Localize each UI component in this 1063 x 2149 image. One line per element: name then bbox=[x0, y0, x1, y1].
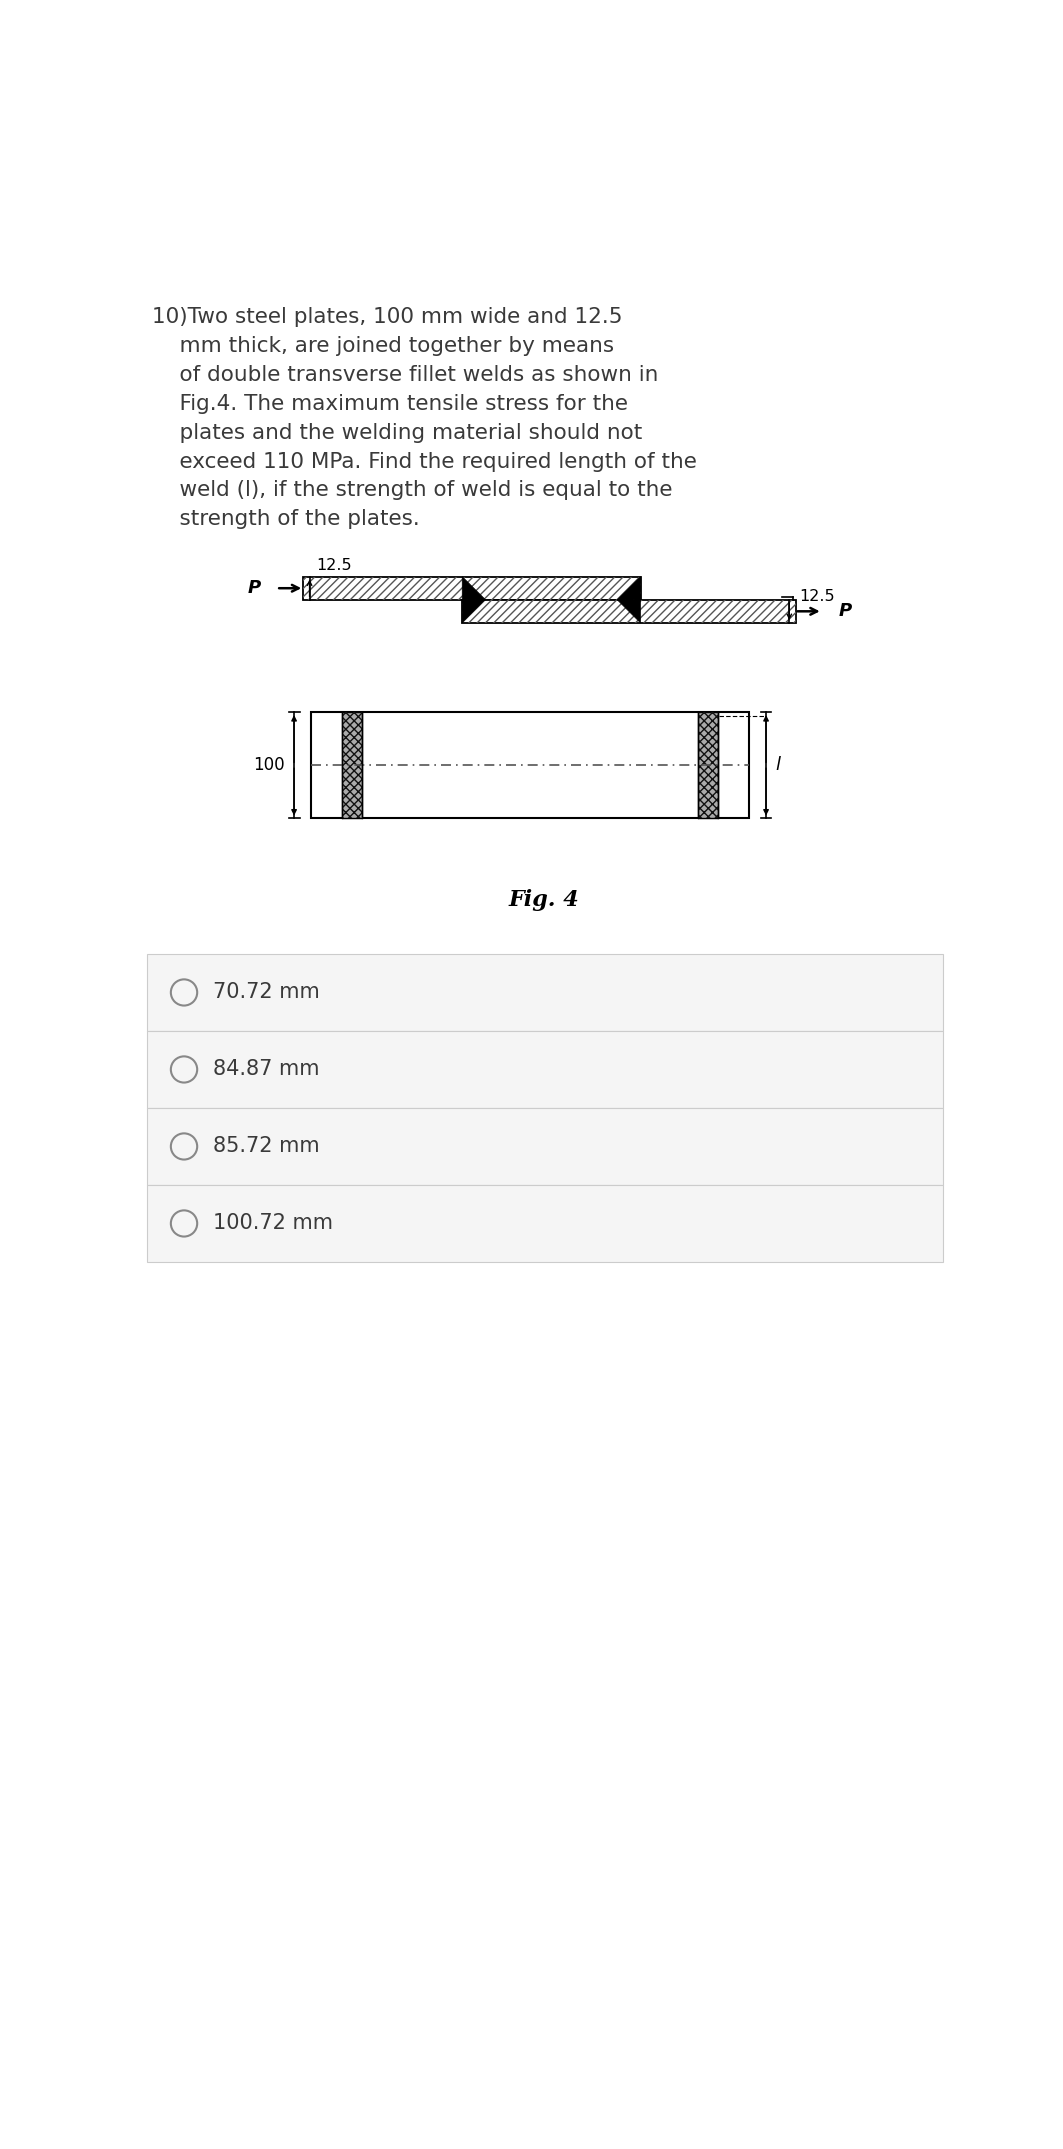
Polygon shape bbox=[462, 600, 486, 623]
Text: mm thick, are joined together by means: mm thick, are joined together by means bbox=[152, 335, 614, 357]
Text: l: l bbox=[775, 756, 780, 774]
Text: P: P bbox=[838, 602, 851, 621]
Text: of double transverse fillet welds as shown in: of double transverse fillet welds as sho… bbox=[152, 365, 659, 385]
Polygon shape bbox=[311, 711, 749, 819]
Text: 100.72 mm: 100.72 mm bbox=[213, 1214, 333, 1234]
Polygon shape bbox=[618, 600, 641, 623]
Polygon shape bbox=[618, 576, 641, 600]
Text: Fig.4. The maximum tensile stress for the: Fig.4. The maximum tensile stress for th… bbox=[152, 393, 628, 415]
Text: P: P bbox=[248, 580, 260, 597]
Text: plates and the welding material should not: plates and the welding material should n… bbox=[152, 423, 642, 443]
Text: Fig. 4: Fig. 4 bbox=[508, 888, 579, 911]
Text: 85.72 mm: 85.72 mm bbox=[213, 1137, 319, 1156]
Polygon shape bbox=[462, 600, 795, 623]
Text: 10)Two steel plates, 100 mm wide and 12.5: 10)Two steel plates, 100 mm wide and 12.… bbox=[152, 307, 623, 327]
Polygon shape bbox=[147, 1032, 943, 1109]
Polygon shape bbox=[697, 711, 718, 819]
Polygon shape bbox=[147, 954, 943, 1032]
Polygon shape bbox=[462, 576, 486, 600]
Text: exceed 110 MPa. Find the required length of the: exceed 110 MPa. Find the required length… bbox=[152, 451, 697, 471]
Text: 12.5: 12.5 bbox=[799, 589, 836, 604]
Polygon shape bbox=[147, 1109, 943, 1184]
Text: weld (l), if the strength of weld is equal to the: weld (l), if the strength of weld is equ… bbox=[152, 481, 673, 501]
Polygon shape bbox=[303, 576, 641, 600]
Text: strength of the plates.: strength of the plates. bbox=[152, 509, 420, 529]
Text: 84.87 mm: 84.87 mm bbox=[213, 1059, 319, 1079]
Polygon shape bbox=[147, 1184, 943, 1261]
Text: 12.5: 12.5 bbox=[316, 559, 352, 574]
Text: 70.72 mm: 70.72 mm bbox=[213, 982, 320, 1001]
Polygon shape bbox=[342, 711, 362, 819]
Text: 100: 100 bbox=[253, 756, 285, 774]
